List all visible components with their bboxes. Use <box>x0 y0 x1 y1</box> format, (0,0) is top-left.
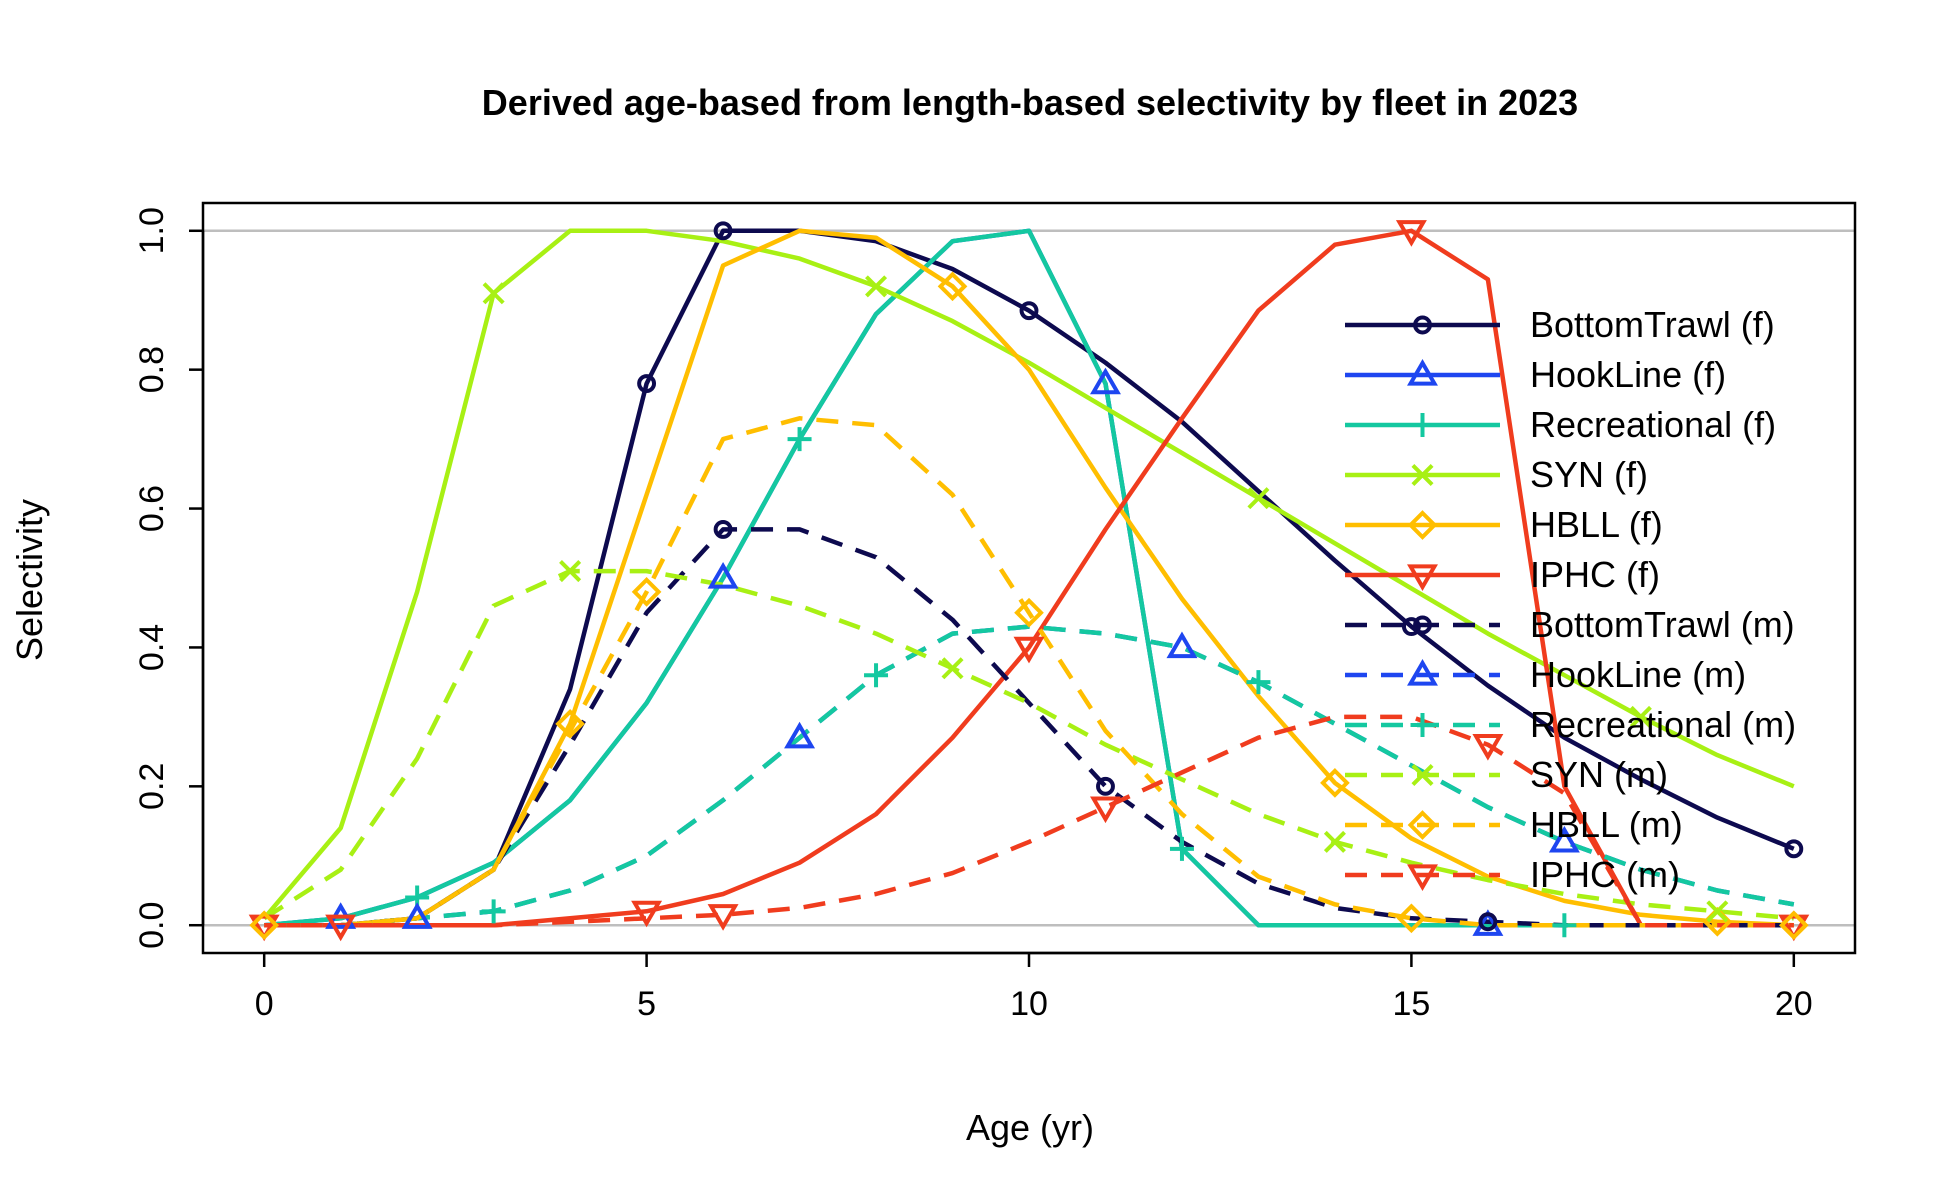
data-point-hookline-m <box>1548 825 1580 853</box>
legend-label-hookline-m: HookLine (m) <box>1530 654 1746 695</box>
data-point-hookline-m <box>1166 631 1198 659</box>
data-point-recreational-m <box>481 899 506 924</box>
data-point-syn-f <box>865 275 888 298</box>
legend-marker-bottomtrawl-f <box>1413 315 1432 335</box>
legend-marker-hookline-f <box>1407 359 1438 386</box>
data-point-bottomtrawl-m <box>1478 912 1498 932</box>
data-point-hookline-f <box>1090 367 1121 395</box>
legend-label-bottomtrawl-f: BottomTrawl (f) <box>1530 304 1775 345</box>
legend-label-recreational-m: Recreational (m) <box>1530 704 1796 745</box>
data-point-syn-f <box>1629 705 1652 728</box>
data-point-hbll-m <box>1014 597 1044 628</box>
data-point-hookline-m <box>401 902 433 929</box>
data-point-recreational-m <box>1246 670 1271 695</box>
series-line-bottomtrawl-f <box>264 228 1795 928</box>
legend-marker-bottomtrawl-m <box>1413 615 1432 635</box>
data-point-hbll-f <box>937 271 968 302</box>
y-tick-label: 0.6 <box>133 485 171 532</box>
data-point-hbll-m <box>249 910 280 941</box>
y-tick-label: 0.0 <box>133 902 171 949</box>
legend-label-iphc-m: IPHC (m) <box>1530 854 1680 895</box>
series-lines <box>262 228 1795 928</box>
data-point-bottomtrawl-m <box>1096 776 1115 796</box>
legend-label-syn-f: SYN (f) <box>1530 454 1648 495</box>
x-tick-label: 15 <box>1392 985 1430 1023</box>
data-point-iphc-f <box>248 914 280 942</box>
legend-label-iphc-f: IPHC (f) <box>1530 554 1660 595</box>
y-tick-label: 0.2 <box>133 763 171 810</box>
legend-marker-recreational-m <box>1410 713 1435 737</box>
data-point-iphc-m <box>325 914 357 942</box>
x-axis-label: Age (yr) <box>966 1107 1094 1148</box>
legend-label-bottomtrawl-m: BottomTrawl (m) <box>1530 604 1795 645</box>
data-point-syn-m <box>1706 900 1729 923</box>
x-tick-label: 0 <box>255 985 274 1023</box>
legend-marker-iphc-m <box>1407 864 1438 891</box>
data-point-bottomtrawl-f <box>1784 839 1804 859</box>
data-point-bottomtrawl-f <box>637 374 657 393</box>
x-tick-label: 20 <box>1775 985 1813 1023</box>
data-point-iphc-m <box>1472 734 1504 761</box>
data-point-iphc-f <box>631 900 663 928</box>
data-point-hbll-m <box>631 577 662 607</box>
y-axis: 0.0 0.2 0.4 0.6 0.8 1.0 <box>133 207 205 949</box>
data-point-hbll-m <box>1778 910 1809 941</box>
data-point-hbll-f <box>555 709 585 739</box>
data-point-hbll-f <box>1320 768 1350 798</box>
data-point-iphc-f <box>1395 220 1427 247</box>
x-axis: 0 5 10 15 20 <box>255 951 1813 1023</box>
data-point-bottomtrawl-f <box>713 221 733 241</box>
x-tick-label: 5 <box>637 985 656 1023</box>
legend-label-hbll-m: HBLL (m) <box>1530 804 1683 845</box>
legend-label-syn-m: SYN (m) <box>1530 754 1668 795</box>
data-point-hbll-m <box>1396 903 1427 934</box>
series-markers <box>248 220 1810 942</box>
series-line-hbll-m <box>264 416 1794 928</box>
legend-marker-hbll-m <box>1407 810 1438 840</box>
y-tick-label: 1.0 <box>133 207 171 254</box>
data-point-iphc-f <box>1778 914 1810 942</box>
data-point-hookline-f <box>707 562 739 589</box>
legend-marker-hbll-f <box>1407 510 1438 540</box>
y-tick-label: 0.4 <box>133 624 171 671</box>
data-point-syn-f <box>1247 487 1270 510</box>
data-point-recreational-m <box>864 663 889 688</box>
legend-marker-iphc-f <box>1407 564 1438 591</box>
series-line-syn-f <box>262 228 1795 920</box>
data-point-iphc-f <box>1013 636 1045 664</box>
legend-label-hbll-f: HBLL (f) <box>1530 504 1663 545</box>
legend-marker-syn-f <box>1411 463 1434 487</box>
data-point-syn-m <box>941 657 964 680</box>
data-point-syn-m <box>1323 830 1346 853</box>
data-point-bottomtrawl-m <box>713 519 733 539</box>
series-line-iphc-m <box>264 714 1794 928</box>
data-point-iphc-m <box>1090 796 1121 824</box>
legend-marker-hookline-m <box>1407 659 1438 686</box>
legend: BottomTrawl (f) HookLine (f) Recreational … <box>1345 304 1796 895</box>
legend-marker-syn-m <box>1411 763 1434 787</box>
data-point-syn-m <box>559 560 582 583</box>
x-tick-label: 10 <box>1010 985 1048 1023</box>
y-tick-label: 0.8 <box>133 346 171 393</box>
data-point-recreational-f <box>1552 913 1577 938</box>
legend-label-recreational-f: Recreational (f) <box>1530 404 1776 445</box>
legend-marker-recreational-f <box>1410 413 1435 437</box>
legend-label-hookline-f: HookLine (f) <box>1530 354 1726 395</box>
data-point-recreational-f <box>787 427 812 452</box>
y-axis-label: Selectivity <box>9 499 50 661</box>
data-point-recreational-f <box>1169 836 1194 861</box>
data-point-bottomtrawl-f <box>1019 301 1039 321</box>
chart-title: Derived age-based from length-based sele… <box>482 82 1578 123</box>
data-point-iphc-m <box>707 904 739 931</box>
data-point-hookline-m <box>784 721 816 749</box>
data-point-syn-f <box>482 282 505 305</box>
